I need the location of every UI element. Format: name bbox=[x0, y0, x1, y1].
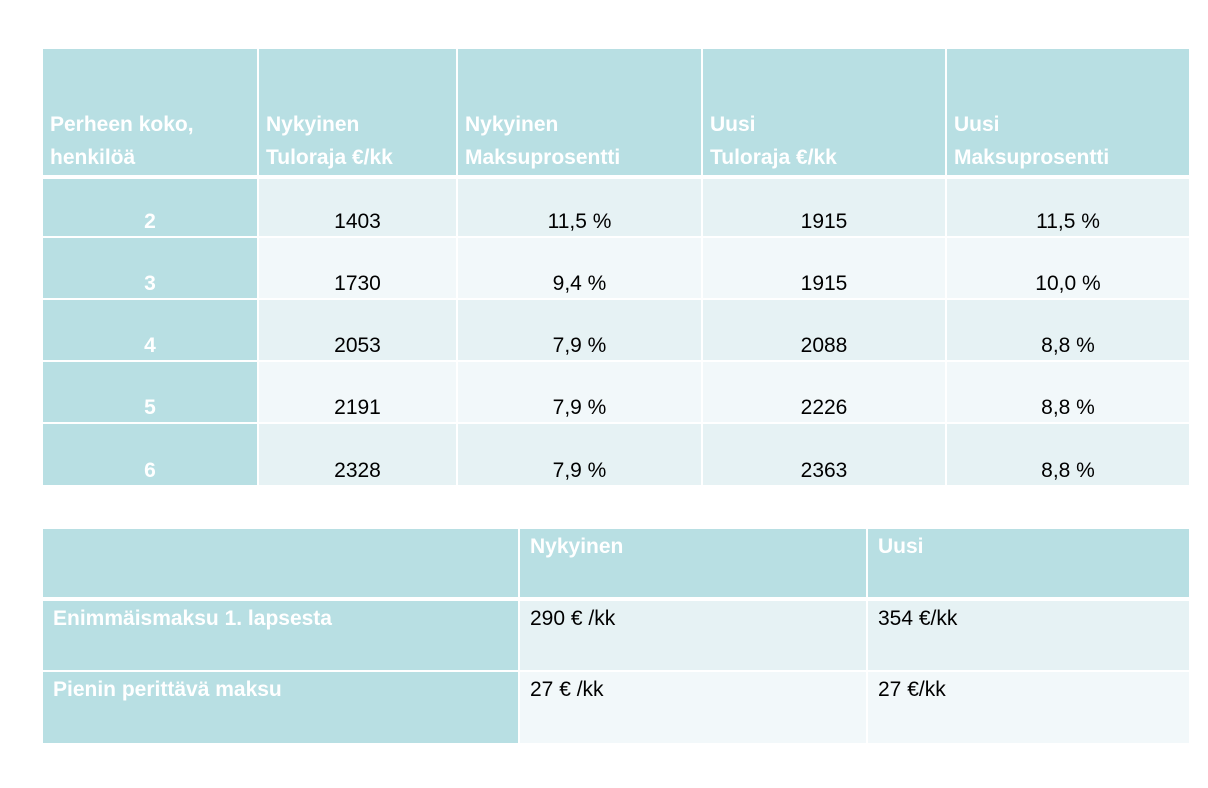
new-income-limit-cell: 2226 bbox=[701, 360, 946, 423]
column-header-family-size: Perheen koko, henkilöä bbox=[43, 49, 258, 179]
new-fee-percent-cell: 11,5 % bbox=[945, 177, 1189, 237]
column-header-current-fee-percent: Nykyinen Maksuprosentti bbox=[456, 49, 702, 179]
new-min-fee-cell: 27 €/kk bbox=[866, 670, 1189, 743]
column-header-current-income-limit: Nykyinen Tuloraja €/kk bbox=[257, 49, 457, 179]
row-header-min-fee: Pienin perittävä maksu bbox=[43, 670, 519, 743]
new-income-limit-cell: 1915 bbox=[701, 177, 946, 237]
table-row: 5 2191 7,9 % 2226 8,8 % bbox=[43, 360, 1189, 423]
table-row: 3 1730 9,4 % 1915 10,0 % bbox=[43, 236, 1189, 299]
current-income-limit-cell: 2191 bbox=[257, 360, 457, 423]
family-size-cell: 2 bbox=[43, 177, 258, 237]
family-size-cell: 6 bbox=[43, 422, 258, 485]
new-fee-percent-cell: 10,0 % bbox=[945, 236, 1189, 299]
current-min-fee-cell: 27 € /kk bbox=[518, 670, 867, 743]
new-fee-percent-cell: 8,8 % bbox=[945, 360, 1189, 423]
family-size-cell: 5 bbox=[43, 360, 258, 423]
new-income-limit-cell: 2363 bbox=[701, 422, 946, 485]
income-limit-table: Perheen koko, henkilöä Nykyinen Tuloraja €… bbox=[43, 49, 1189, 485]
row-header-max-fee: Enimmäismaksu 1. lapsesta bbox=[43, 599, 519, 671]
table-row: Enimmäismaksu 1. lapsesta 290 € /kk 354 … bbox=[43, 599, 1189, 671]
column-header-new: Uusi bbox=[866, 529, 1189, 601]
current-income-limit-cell: 1730 bbox=[257, 236, 457, 299]
current-fee-percent-cell: 7,9 % bbox=[456, 360, 702, 423]
column-header-new-fee-percent: Uusi Maksuprosentti bbox=[945, 49, 1189, 179]
family-size-cell: 3 bbox=[43, 236, 258, 299]
table-row: Pienin perittävä maksu 27 € /kk 27 €/kk bbox=[43, 670, 1189, 743]
new-max-fee-cell: 354 €/kk bbox=[866, 599, 1189, 671]
table-header-row: Nykyinen Uusi bbox=[43, 529, 1189, 601]
current-income-limit-cell: 2328 bbox=[257, 422, 457, 485]
column-header-empty bbox=[43, 529, 519, 601]
table-row: 6 2328 7,9 % 2363 8,8 % bbox=[43, 422, 1189, 485]
current-max-fee-cell: 290 € /kk bbox=[518, 599, 867, 671]
new-fee-percent-cell: 8,8 % bbox=[945, 422, 1189, 485]
current-fee-percent-cell: 7,9 % bbox=[456, 298, 702, 361]
current-fee-percent-cell: 11,5 % bbox=[456, 177, 702, 237]
table-row: 4 2053 7,9 % 2088 8,8 % bbox=[43, 298, 1189, 361]
current-income-limit-cell: 2053 bbox=[257, 298, 457, 361]
table-row: 2 1403 11,5 % 1915 11,5 % bbox=[43, 177, 1189, 237]
current-fee-percent-cell: 9,4 % bbox=[456, 236, 702, 299]
fee-table: Nykyinen Uusi Enimmäismaksu 1. lapsesta … bbox=[43, 529, 1189, 743]
new-fee-percent-cell: 8,8 % bbox=[945, 298, 1189, 361]
current-income-limit-cell: 1403 bbox=[257, 177, 457, 237]
new-income-limit-cell: 1915 bbox=[701, 236, 946, 299]
column-header-new-income-limit: Uusi Tuloraja €/kk bbox=[701, 49, 946, 179]
current-fee-percent-cell: 7,9 % bbox=[456, 422, 702, 485]
table-header-row: Perheen koko, henkilöä Nykyinen Tuloraja €… bbox=[43, 49, 1189, 179]
column-header-current: Nykyinen bbox=[518, 529, 867, 601]
new-income-limit-cell: 2088 bbox=[701, 298, 946, 361]
family-size-cell: 4 bbox=[43, 298, 258, 361]
